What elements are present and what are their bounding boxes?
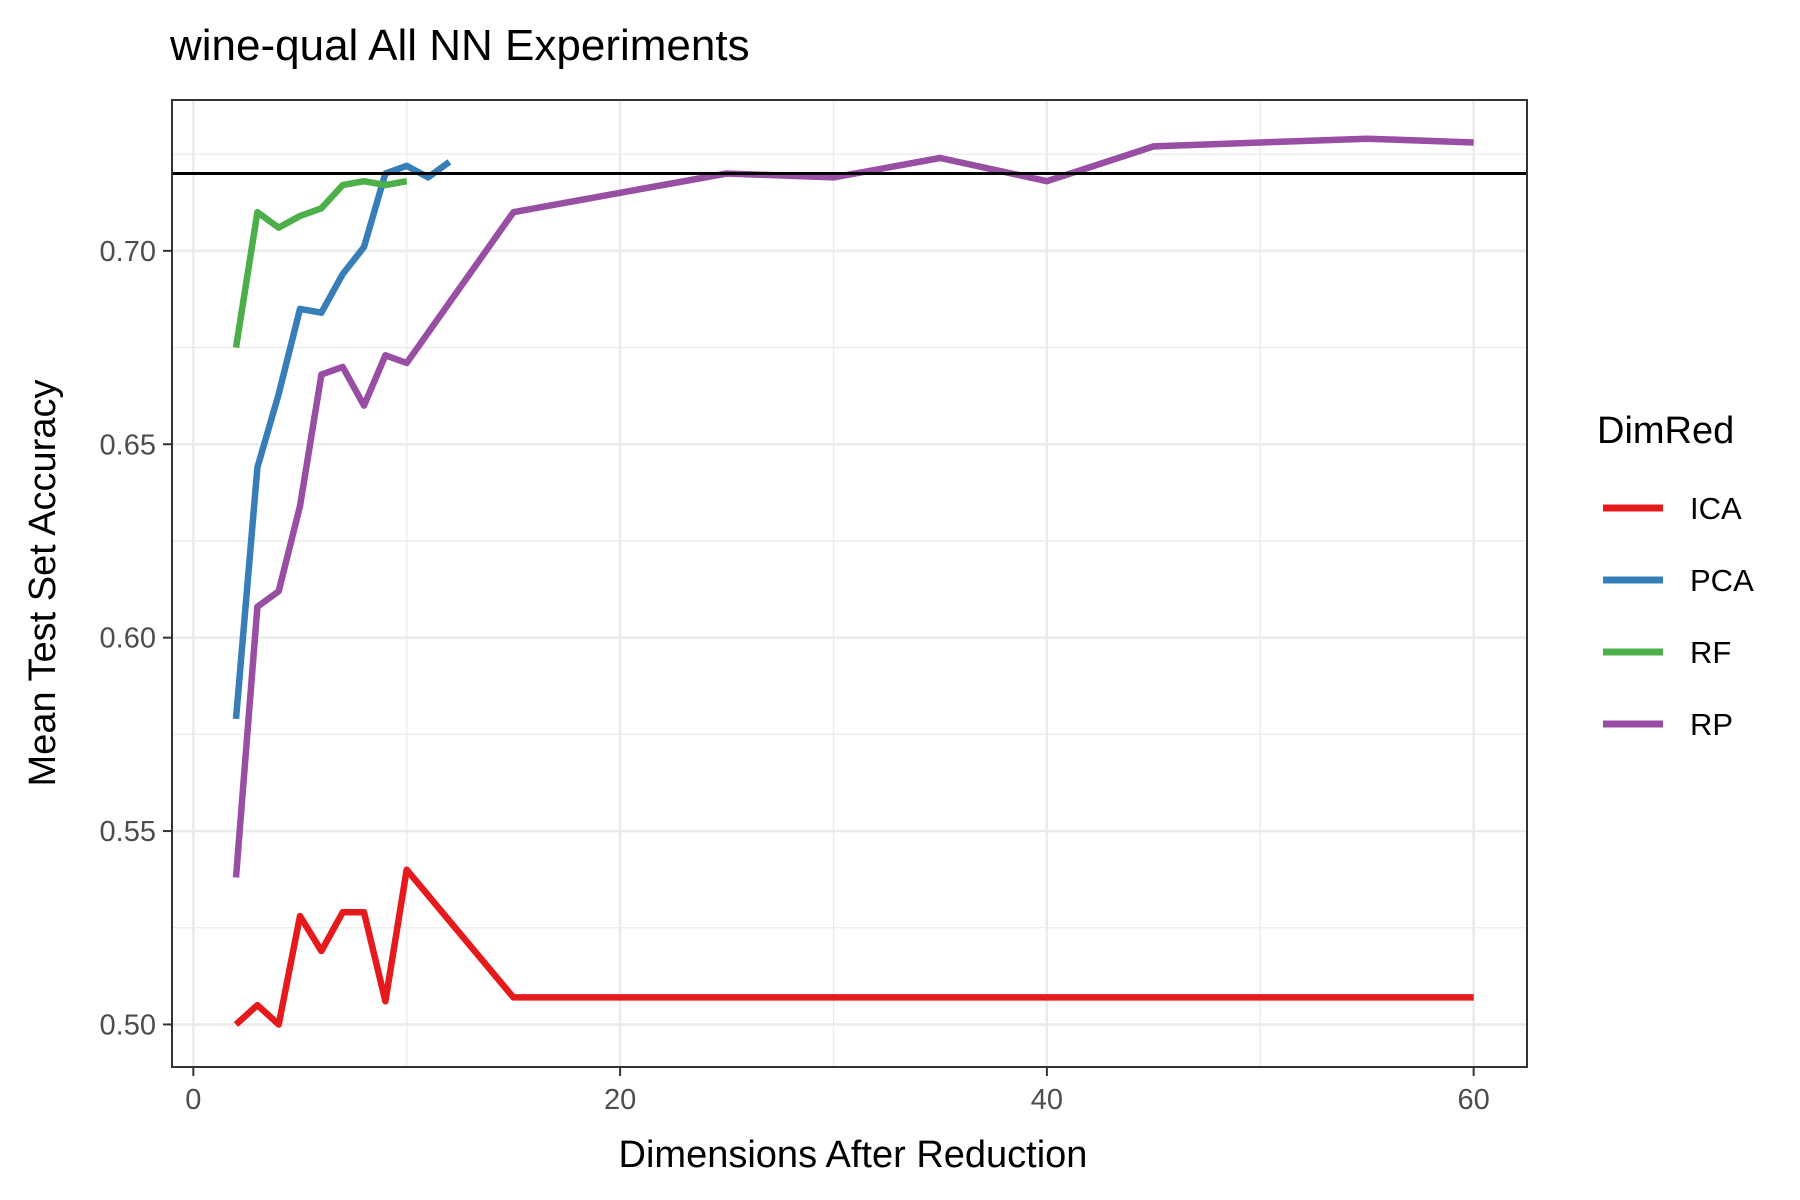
y-tick-label: 0.50 bbox=[100, 1009, 156, 1041]
legend-label-rf: RF bbox=[1690, 635, 1731, 670]
legend-title: DimRed bbox=[1597, 410, 1734, 452]
series-line-pca bbox=[232, 159, 452, 720]
x-axis: 0 20 40 60 bbox=[185, 1067, 1490, 1116]
plot-area bbox=[172, 100, 1527, 1067]
plot-frame-group bbox=[171, 99, 1528, 1068]
y-tick-label: 0.65 bbox=[100, 429, 156, 461]
chart-title: wine-qual All NN Experiments bbox=[169, 21, 750, 70]
y-axis: 0.50 0.55 0.60 0.65 0.70 bbox=[100, 236, 172, 1041]
y-tick-label: 0.60 bbox=[100, 623, 156, 655]
plot-background bbox=[172, 100, 1527, 1067]
legend-label-pca: PCA bbox=[1690, 563, 1754, 598]
x-tick-label: 0 bbox=[185, 1084, 201, 1116]
y-tick-label: 0.70 bbox=[100, 236, 156, 268]
x-tick-label: 40 bbox=[1031, 1084, 1063, 1116]
legend-label-ica: ICA bbox=[1690, 491, 1742, 526]
plot-frame bbox=[171, 99, 1528, 1068]
series-line-rp bbox=[232, 135, 1474, 878]
legend-label-rp: RP bbox=[1690, 707, 1733, 742]
series-lines bbox=[232, 135, 1474, 1028]
series-line-ica bbox=[233, 866, 1474, 1028]
x-tick-label: 60 bbox=[1458, 1084, 1490, 1116]
x-axis-title: Dimensions After Reduction bbox=[619, 1134, 1088, 1176]
legend: DimRed ICA PCA RF RP bbox=[1597, 410, 1754, 742]
x-tick-label: 20 bbox=[604, 1084, 636, 1116]
series-line-rf bbox=[232, 177, 408, 349]
y-axis-title: Mean Test Set Accuracy bbox=[22, 380, 64, 787]
y-tick-label: 0.55 bbox=[100, 816, 156, 848]
grid-lines bbox=[172, 100, 1527, 1067]
